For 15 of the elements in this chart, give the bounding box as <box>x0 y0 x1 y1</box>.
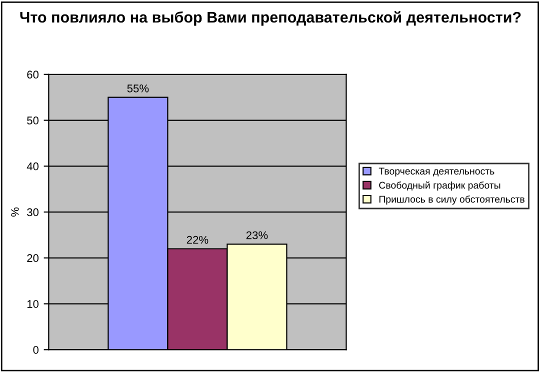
data-label: 22% <box>186 236 208 244</box>
y-tick-label: 60 <box>27 70 39 79</box>
y-tick-label: 10 <box>27 300 39 308</box>
y-tick-label: 40 <box>26 162 39 170</box>
data-label: 23% <box>246 231 268 240</box>
legend-label: Пришлось в силу обстоятельств <box>379 195 524 205</box>
y-tick-label: 50 <box>27 116 39 124</box>
data-label: 55% <box>127 84 149 92</box>
chart-title: Что повлияло на выбор Вами преподавательской деятельности? <box>20 11 521 26</box>
y-tick-label: 30 <box>27 208 39 216</box>
y-axis-title: % <box>11 207 19 217</box>
legend-label: Свободный график работы <box>379 181 500 191</box>
y-tick-label: 20 <box>27 254 39 262</box>
legend-label: Творческая деятельность <box>378 168 494 177</box>
y-tick-label: 0 <box>33 346 39 354</box>
